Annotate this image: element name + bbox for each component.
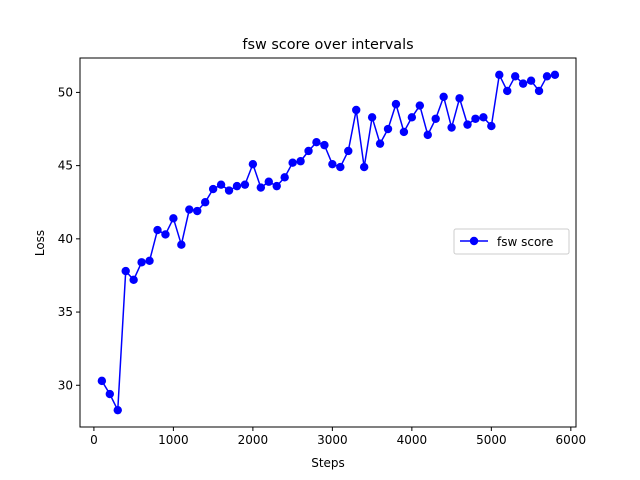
data-point bbox=[367, 113, 377, 122]
data-point bbox=[320, 140, 329, 150]
data-point bbox=[137, 258, 146, 267]
series-layer bbox=[97, 70, 560, 415]
x-tick-label: 1000 bbox=[158, 433, 189, 447]
data-point bbox=[208, 184, 218, 194]
x-axis-label: Steps bbox=[311, 456, 345, 470]
data-point bbox=[534, 86, 544, 96]
data-point bbox=[177, 240, 186, 249]
data-point bbox=[471, 114, 480, 123]
data-point bbox=[439, 92, 448, 102]
x-tick-label: 6000 bbox=[556, 433, 587, 447]
legend: fsw score bbox=[453, 228, 570, 255]
legend-marker-sample bbox=[469, 236, 479, 246]
data-point bbox=[344, 146, 353, 156]
data-point bbox=[463, 120, 472, 129]
data-point bbox=[113, 405, 122, 415]
data-point bbox=[256, 183, 266, 192]
data-point bbox=[495, 70, 504, 80]
data-point bbox=[200, 198, 210, 207]
x-tick-label: 0 bbox=[90, 433, 98, 447]
x-tick-label: 4000 bbox=[397, 433, 428, 447]
data-point bbox=[423, 130, 432, 140]
data-point bbox=[304, 146, 313, 156]
data-point bbox=[121, 266, 130, 276]
y-tick-label: 35 bbox=[58, 305, 73, 319]
data-point bbox=[161, 230, 170, 239]
y-axis-label: Loss bbox=[33, 230, 47, 256]
legend-label: fsw score bbox=[497, 235, 553, 249]
data-point bbox=[352, 105, 361, 115]
data-point bbox=[105, 389, 115, 399]
data-point bbox=[145, 256, 154, 265]
data-point bbox=[328, 159, 337, 169]
data-point bbox=[518, 79, 528, 88]
data-point bbox=[296, 157, 305, 166]
data-point bbox=[431, 114, 440, 123]
data-point bbox=[97, 376, 107, 386]
y-axis-ticks: 30 35 40 45 50 bbox=[58, 85, 80, 392]
data-point bbox=[391, 99, 401, 109]
data-point bbox=[503, 86, 512, 96]
data-point bbox=[129, 275, 138, 285]
data-point bbox=[375, 139, 385, 148]
data-point bbox=[455, 94, 464, 103]
legend-box bbox=[453, 228, 570, 255]
data-point bbox=[447, 123, 456, 132]
data-point bbox=[415, 101, 425, 110]
data-point bbox=[185, 205, 194, 214]
x-tick-label: 3000 bbox=[317, 433, 348, 447]
data-point bbox=[248, 159, 258, 169]
plot-area-frame bbox=[79, 57, 577, 428]
data-point bbox=[169, 214, 178, 223]
data-point bbox=[487, 121, 496, 131]
data-point bbox=[407, 113, 417, 122]
data-point bbox=[336, 162, 345, 172]
data-point bbox=[312, 138, 321, 147]
y-tick-label: 45 bbox=[58, 159, 73, 173]
data-point bbox=[510, 72, 520, 81]
data-point bbox=[193, 206, 202, 216]
data-point bbox=[272, 181, 281, 191]
y-tick-label: 50 bbox=[58, 85, 73, 99]
x-axis-ticks: 0 1000 2000 3000 4000 5000 6000 bbox=[90, 427, 586, 447]
data-point bbox=[216, 180, 226, 189]
data-point bbox=[542, 72, 552, 81]
x-tick-label: 2000 bbox=[238, 433, 269, 447]
data-point bbox=[550, 70, 560, 80]
data-point bbox=[153, 225, 162, 235]
data-point bbox=[526, 76, 536, 85]
data-point bbox=[288, 158, 297, 167]
x-tick-label: 5000 bbox=[476, 433, 507, 447]
data-point bbox=[479, 113, 488, 122]
chart-title: fsw score over intervals bbox=[242, 37, 413, 53]
data-point bbox=[359, 162, 369, 172]
data-point bbox=[224, 186, 234, 195]
data-point bbox=[399, 127, 409, 137]
data-point bbox=[232, 181, 242, 191]
data-point bbox=[383, 124, 393, 134]
data-point bbox=[264, 177, 273, 186]
data-point bbox=[240, 180, 250, 189]
y-tick-label: 40 bbox=[58, 232, 73, 246]
data-point bbox=[280, 173, 289, 182]
y-tick-label: 30 bbox=[58, 378, 73, 392]
